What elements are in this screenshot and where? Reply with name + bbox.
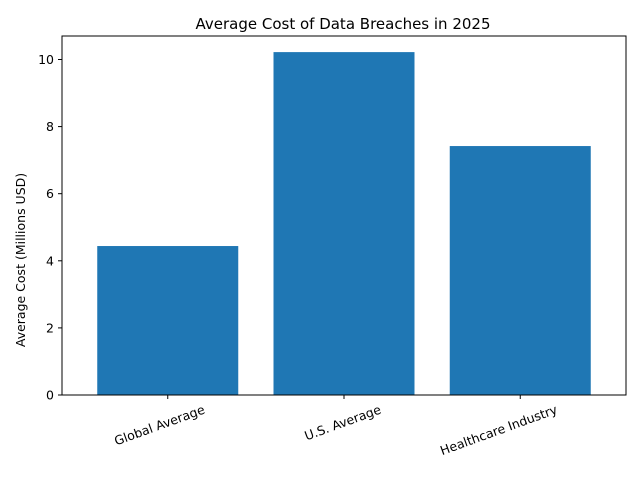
y-tick-label: 10 [38, 52, 54, 67]
x-tick-label: Healthcare Industry [438, 402, 560, 459]
chart-title: Average Cost of Data Breaches in 2025 [195, 15, 490, 33]
bars-group [97, 52, 591, 395]
bar-global-average [97, 246, 239, 395]
y-axis-label: Average Cost (Millions USD) [13, 173, 28, 347]
y-axis-ticks: 0 2 4 6 8 10 [38, 52, 62, 403]
bar-u-s-average [273, 52, 415, 395]
x-tick-label: Global Average [112, 402, 207, 449]
axes-frame [61, 35, 627, 396]
y-tick-label: 2 [46, 320, 54, 335]
x-tick-label: U.S. Average [302, 402, 383, 444]
y-tick-label: 4 [46, 253, 54, 268]
y-tick-label: 0 [46, 388, 54, 403]
bar-healthcare-industry [449, 146, 591, 395]
y-tick-label: 6 [46, 186, 54, 201]
x-axis-ticks: Global Average U.S. Average Healthcare Ind… [112, 395, 560, 458]
y-tick-label: 8 [46, 119, 54, 134]
